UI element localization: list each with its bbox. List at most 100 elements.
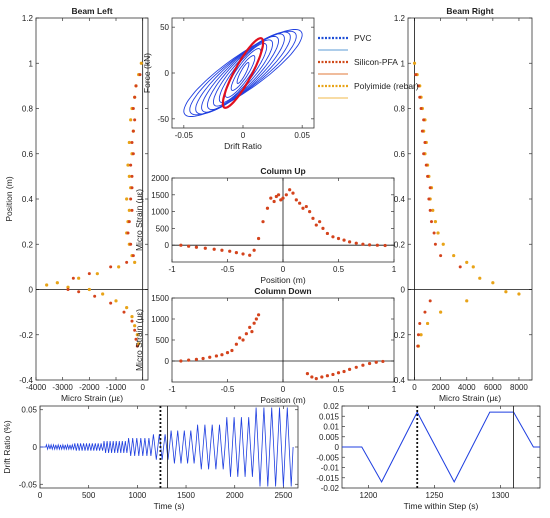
polyimide-point: [133, 260, 137, 264]
polyimide-point: [491, 281, 495, 285]
column_down-chart: -1 -0.5 0 0.5 1 0 500 1000 1500 Column Down Positi…: [134, 286, 397, 405]
x-tick-label: 0: [281, 265, 286, 274]
y-tick-label: 0.2: [394, 240, 406, 249]
silicon-point: [439, 254, 443, 258]
polyimide-point: [87, 287, 91, 292]
silicon-point: [320, 375, 324, 379]
y-tick-label: -0.015: [316, 474, 339, 483]
silicon-point: [423, 310, 427, 314]
hysteresis-loop: [195, 31, 291, 115]
silicon-point: [203, 246, 207, 250]
drift-history-line: [40, 407, 294, 487]
hysteresis-loop: [183, 29, 303, 117]
y-tick-label: 0.015: [319, 412, 340, 421]
silicon-point: [220, 353, 224, 357]
polyimide-point: [45, 283, 49, 287]
hysteresis-loop: [212, 39, 274, 107]
column_up-chart: -1 -0.5 0 0.5 1 0 500 1000 1500 2000 Column Up Posi…: [134, 166, 397, 285]
silicon-point: [134, 84, 138, 88]
polyimide-point: [127, 208, 131, 212]
chart-title: Column Down: [254, 286, 311, 296]
silicon-point: [131, 107, 135, 110]
silicon-point: [383, 243, 387, 248]
silicon-point: [93, 294, 97, 298]
silicon-point: [354, 365, 358, 369]
silicon-point: [241, 338, 245, 342]
x-tick-label: 0.5: [333, 385, 345, 394]
y-tick-label: 2000: [151, 174, 169, 183]
silicon-point: [301, 206, 305, 210]
silicon-point: [422, 152, 426, 156]
silicon-point: [109, 301, 113, 305]
x-tick-label: -1: [168, 265, 176, 274]
y-tick-label: -0.02: [321, 484, 340, 493]
silicon-point: [375, 243, 379, 247]
silicon-point: [414, 73, 418, 77]
x-tick-label: 1500: [177, 491, 195, 500]
silicon-point: [269, 196, 273, 200]
step_detail-frame: [341, 405, 541, 489]
silicon-point: [428, 186, 432, 190]
silicon-point: [135, 344, 139, 348]
silicon-point: [281, 196, 285, 200]
silicon-point: [212, 247, 216, 251]
y-tick-label: 1: [29, 59, 34, 68]
y-tick-label: -0.01: [321, 464, 340, 473]
silicon-point: [418, 321, 422, 325]
legend-label: Polyimide (rebar): [354, 81, 419, 91]
silicon-point: [220, 248, 224, 252]
legend: PVC Silicon-PFA Polyimide (rebar): [318, 33, 419, 99]
silicon-point: [310, 375, 314, 379]
silicon-point: [129, 197, 133, 201]
y-tick-label: 0.02: [323, 402, 339, 411]
silicon-point: [194, 245, 199, 249]
silicon-point: [238, 336, 242, 340]
x-axis-label: Micro Strain (με): [439, 393, 501, 403]
y-tick-label: 0.005: [319, 433, 340, 442]
polyimide-point: [95, 272, 99, 276]
silicon-point: [331, 372, 335, 377]
silicon-point: [131, 254, 135, 258]
x-tick-label: 1000: [128, 491, 146, 500]
silicon-point: [66, 288, 70, 291]
silicon-point: [348, 240, 352, 244]
y-axis-label: Micro Strain (με): [134, 189, 144, 251]
polyimide-point: [465, 260, 469, 264]
silicon-point: [248, 325, 252, 329]
silicon-point: [125, 260, 129, 264]
silicon-point: [291, 191, 295, 195]
hysteresis-loop: [230, 55, 256, 91]
silicon-point: [265, 206, 270, 210]
silicon-point: [274, 194, 278, 199]
silicon-point: [138, 73, 142, 77]
polyimide-point: [439, 310, 443, 314]
silicon-point: [276, 193, 281, 197]
x-tick-label: 1200: [360, 491, 378, 500]
y-tick-label: 1500: [151, 191, 169, 200]
x-tick-label: -1000: [106, 383, 127, 392]
y-tick-label: 0.6: [22, 150, 34, 159]
silicon-point: [361, 363, 365, 367]
polyimide-point: [66, 285, 70, 289]
silicon-point: [336, 236, 341, 241]
x-axis-label: Micro Strain (με): [61, 393, 123, 403]
x-tick-label: 1: [392, 265, 397, 274]
polyimide-point: [471, 265, 475, 269]
silicon-point: [129, 163, 133, 167]
x-tick-label: -4000: [26, 383, 47, 392]
y-tick-label: 1000: [151, 208, 169, 217]
y-tick-label: 1.2: [22, 14, 34, 23]
silicon-point: [244, 332, 248, 336]
silicon-point: [321, 226, 325, 230]
x-tick-label: 1: [392, 385, 397, 394]
silicon-point: [423, 140, 427, 144]
silicon-point: [133, 328, 137, 332]
polyimide-point: [433, 220, 438, 224]
y-tick-label: 50: [160, 23, 169, 32]
polyimide-point: [117, 265, 121, 269]
silicon-point: [250, 330, 254, 334]
silicon-point: [354, 241, 358, 245]
y-tick-label: 1: [401, 59, 406, 68]
silicon-point: [288, 188, 292, 192]
y-tick-label: 0.4: [394, 195, 406, 204]
